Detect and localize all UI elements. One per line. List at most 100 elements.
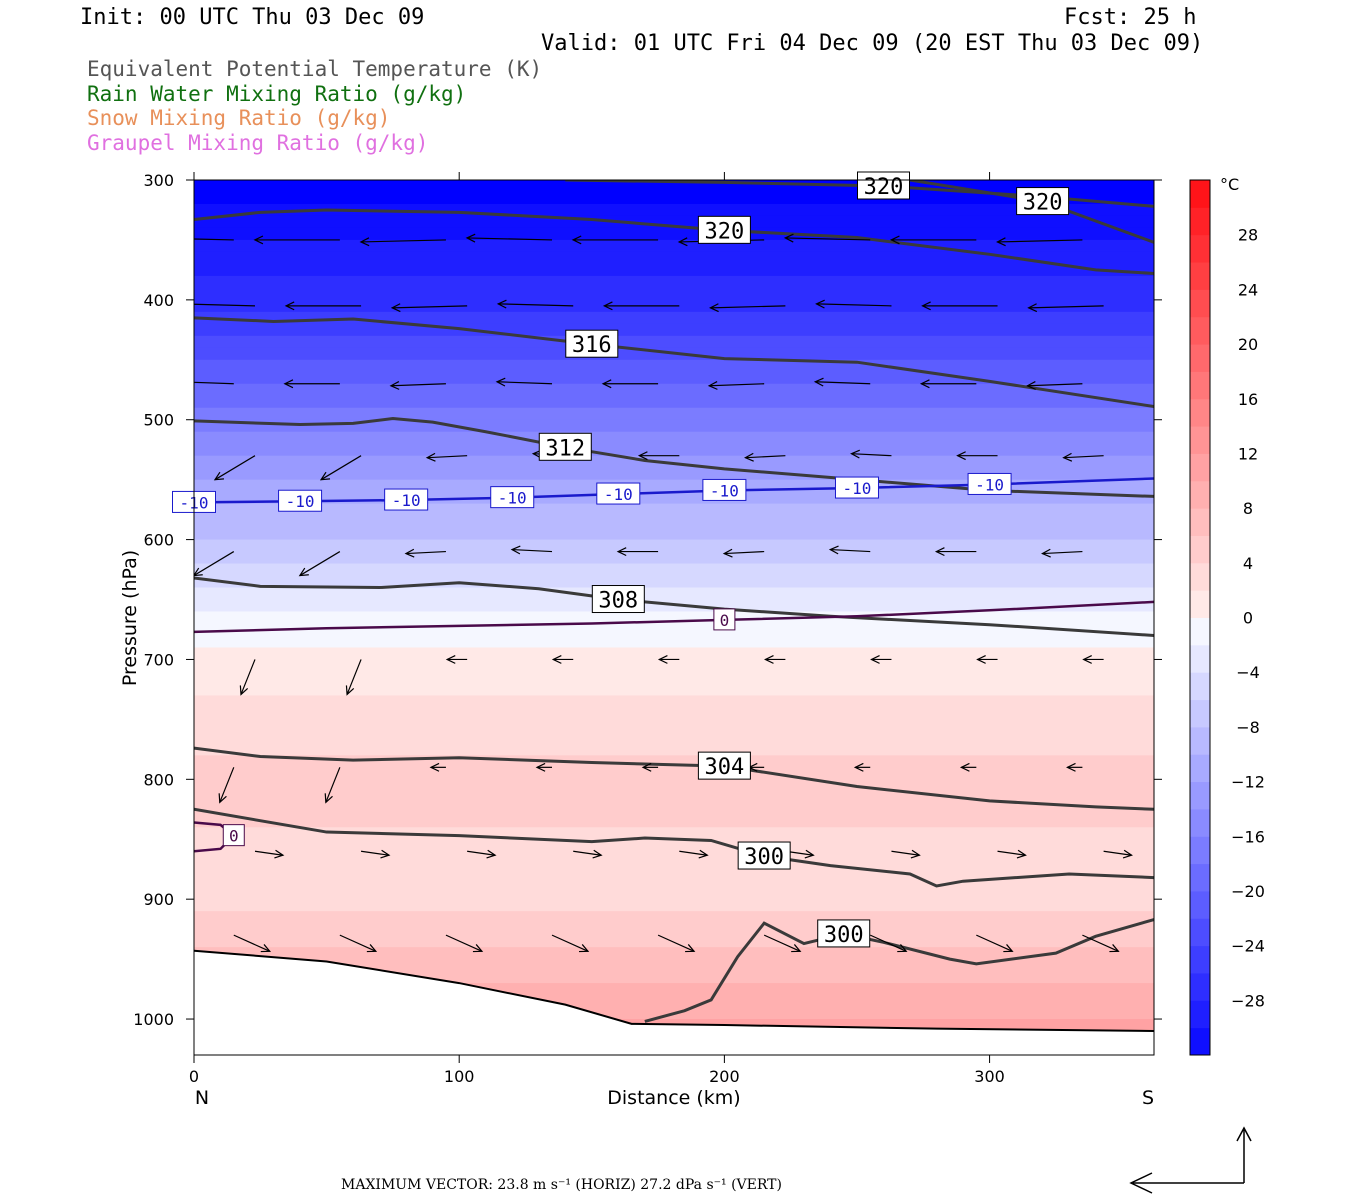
wind-vector — [891, 849, 921, 859]
wind-vector — [997, 849, 1027, 859]
forecast-hour: Fcst: 25 h — [1064, 5, 1197, 30]
wind-vector — [1066, 762, 1083, 772]
wind-vector — [389, 381, 446, 390]
temperature-band — [194, 743, 1154, 756]
colorbar-swatch — [1190, 672, 1210, 701]
colorbar-swatch — [1190, 617, 1210, 646]
temperature-band — [194, 503, 1154, 517]
temperature-band — [194, 563, 1154, 577]
wind-vector — [283, 379, 340, 389]
svg-text:-10: -10 — [975, 475, 1004, 494]
temperature-band — [194, 875, 1154, 888]
colorbar-swatch — [1190, 508, 1210, 536]
temperature-band — [194, 959, 1154, 972]
wind-vector — [194, 551, 235, 577]
colorbar-swatch — [1190, 453, 1210, 482]
x-tick-label: 300 — [974, 1067, 1005, 1086]
colorbar-swatch — [1190, 781, 1210, 810]
wind-vector — [602, 301, 680, 311]
theta-e-contour — [194, 417, 1154, 498]
colorbar-label: −4 — [1236, 663, 1260, 682]
temperature-band — [194, 359, 1154, 373]
max-vector-note: MAXIMUM VECTOR: 23.8 m s⁻¹ (HORIZ) 27.2 … — [341, 1177, 782, 1193]
temperature-band — [194, 335, 1154, 349]
wind-vector — [551, 654, 574, 664]
theta-e-contour-label: 308 — [591, 585, 645, 614]
theta-e-contour-label: 300 — [737, 841, 791, 870]
temperature-band — [194, 371, 1154, 385]
x-tick-label: 0 — [189, 1067, 199, 1086]
y-tick-label: 900 — [143, 890, 174, 909]
wind-vector — [722, 548, 765, 558]
colorbar-swatch — [1190, 754, 1210, 783]
svg-text:320: 320 — [705, 219, 745, 244]
colorbar-swatch — [1190, 644, 1210, 673]
x-tick-label: 100 — [444, 1067, 475, 1086]
colorbar-label: 8 — [1243, 499, 1253, 518]
colorbar-swatch — [1190, 836, 1210, 865]
wind-vector — [889, 235, 977, 245]
svg-text:-10: -10 — [604, 485, 633, 504]
temperature-band — [194, 707, 1154, 720]
x-end-label-right: S — [1142, 1087, 1154, 1109]
wind-vector — [239, 659, 256, 696]
theta-e-contour — [194, 576, 1154, 637]
theta-e-contour — [194, 746, 1154, 811]
colorbar-swatch — [1190, 1027, 1210, 1056]
temperature-band — [194, 455, 1154, 469]
colorbar-label: −24 — [1231, 937, 1265, 956]
wind-vector — [744, 452, 786, 462]
colorbar-swatch — [1190, 289, 1210, 318]
svg-text:-10: -10 — [843, 479, 872, 498]
theta-e-contour-label: 312 — [538, 432, 592, 461]
temperature-band — [194, 527, 1154, 541]
temperature-band — [194, 719, 1154, 732]
colorbar-swatch — [1190, 371, 1210, 400]
colorbar-label: 24 — [1238, 280, 1258, 299]
theta-e-contour — [194, 208, 1154, 275]
temperature-band — [194, 551, 1154, 565]
temperature-band — [194, 683, 1154, 697]
y-axis-label: Pressure (hPa) — [119, 550, 141, 686]
temperature-band — [194, 539, 1154, 553]
isotherm-label: 0 — [222, 824, 245, 847]
wind-vector — [253, 235, 340, 245]
terrain-line — [194, 949, 1154, 1033]
wind-vector — [813, 377, 871, 387]
temperature-band — [194, 431, 1154, 445]
wind-vector — [404, 548, 446, 558]
isotherm-label: -10 — [490, 486, 535, 509]
temperature-band — [194, 887, 1154, 900]
temperature-band — [194, 287, 1154, 301]
temperature-band — [194, 263, 1154, 277]
wind-vector — [959, 762, 977, 772]
temperature-band — [194, 935, 1154, 948]
theta-e-contour-label: 300 — [817, 919, 871, 948]
temperature-band — [194, 899, 1154, 912]
svg-text:-10: -10 — [286, 492, 315, 511]
wind-vector — [921, 301, 998, 311]
wind-vector — [679, 849, 709, 859]
svg-text:0: 0 — [229, 827, 239, 846]
colorbar-label: 4 — [1243, 554, 1253, 573]
temperature-band — [194, 227, 1154, 241]
y-tick-label: 800 — [143, 770, 174, 789]
colorbar-swatch — [1190, 535, 1210, 564]
colorbar-swatch — [1190, 234, 1210, 263]
wind-vector — [298, 551, 341, 577]
temperature-band — [194, 791, 1154, 804]
temperature-band — [194, 311, 1154, 325]
wind-vector — [1026, 381, 1083, 390]
wind-vector — [641, 762, 659, 772]
isotherm-label: -10 — [702, 478, 747, 501]
isotherm-contour — [194, 600, 1154, 634]
wind-vector — [850, 449, 892, 459]
colorbar-swatch — [1190, 207, 1210, 236]
temperature-band — [194, 803, 1154, 816]
svg-text:-10: -10 — [498, 489, 527, 508]
wind-vector — [976, 654, 998, 664]
colorbar-swatch — [1190, 562, 1210, 591]
wind-vector — [551, 934, 590, 953]
temperature-band — [194, 491, 1154, 505]
